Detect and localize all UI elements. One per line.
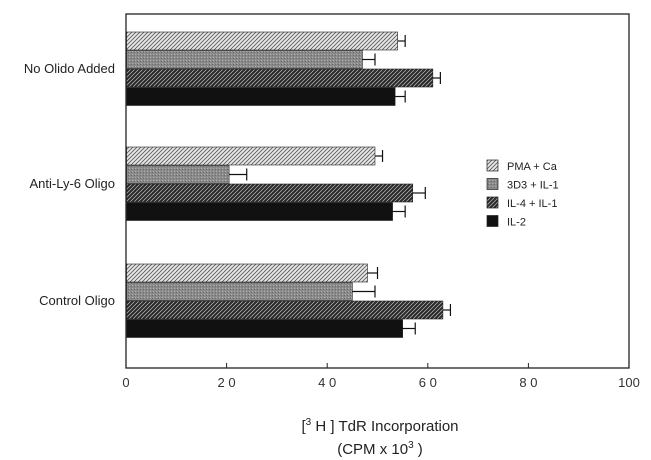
bar-il-4-il-1-anti-ly-6-oligo — [126, 183, 414, 203]
category-label-control-oligo: Control Oligo — [39, 293, 115, 308]
x-axis-label-line2: (CPM x 103 ) — [337, 440, 423, 458]
legend-label-pma-ca: PMA + Ca — [507, 161, 558, 173]
bar-3d3-il-1-anti-ly-6-oligo — [126, 165, 230, 184]
bar-pma-ca-control-oligo — [126, 263, 368, 283]
legend-swatch-3d3-il-1 — [486, 178, 499, 190]
legend-label-3d3-il-1: 3D3 + IL-1 — [507, 180, 559, 192]
bar-3d3-il-1-control-oligo — [126, 282, 353, 301]
x-tick-label: 2 0 — [218, 375, 236, 390]
legend-swatch-il-2 — [486, 215, 499, 227]
x-axis-label-line1: [3 H ] TdR Incorporation — [301, 417, 459, 435]
x-tick-label: 4 0 — [318, 375, 336, 390]
category-label-anti-ly-6-oligo: Anti-Ly-6 Oligo — [30, 176, 116, 191]
category-label-no-olido-added: No Olido Added — [24, 61, 115, 76]
plot-frame — [125, 13, 630, 369]
x-tick-label: 100 — [618, 375, 640, 390]
bar-il-2-anti-ly-6-oligo — [126, 202, 393, 221]
bar-pma-ca-no-olido-added — [126, 31, 398, 51]
bar-il-4-il-1-control-oligo — [126, 300, 444, 320]
bar-il-4-il-1-no-olido-added — [126, 68, 434, 88]
bar-il-2-no-olido-added — [126, 87, 396, 106]
bar-il-2-control-oligo — [126, 319, 403, 338]
bar-pma-ca-anti-ly-6-oligo — [126, 146, 376, 166]
legend-swatch-il-4-il-1 — [486, 196, 499, 209]
x-tick-label: 8 0 — [519, 375, 537, 390]
legend-label-il-2: IL-2 — [507, 217, 526, 229]
bar-3d3-il-1-no-olido-added — [126, 50, 363, 69]
legend-swatch-pma-ca — [486, 159, 499, 172]
legend-label-il-4-il-1: IL-4 + IL-1 — [507, 198, 557, 210]
x-axis-label: [3 H ] TdR Incorporation (CPM x 103 ) — [200, 413, 560, 459]
x-tick-label: 0 — [122, 375, 129, 390]
x-tick-label: 6 0 — [419, 375, 437, 390]
legend: PMA + Ca 3D3 + IL-1 IL-4 + IL-1 IL-2 — [486, 159, 559, 229]
